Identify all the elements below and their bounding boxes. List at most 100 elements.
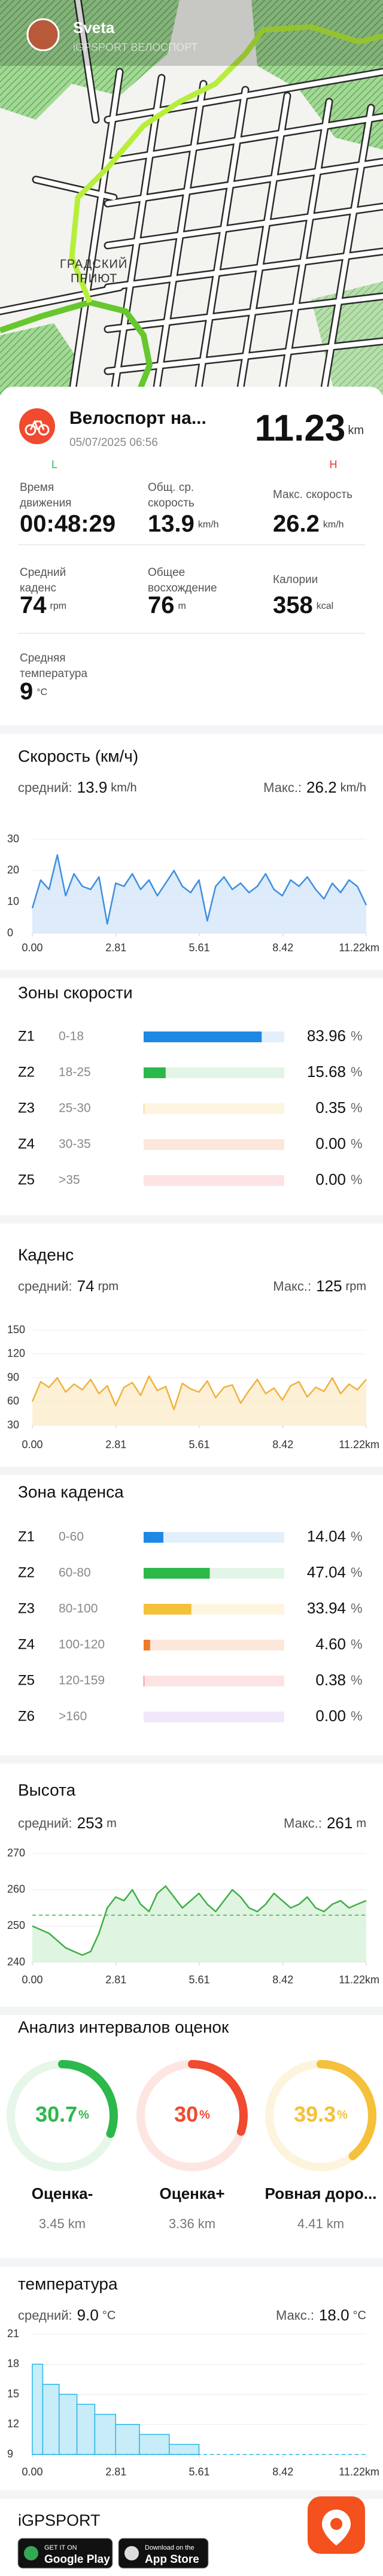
app-icon[interactable] bbox=[308, 2496, 365, 2554]
average-part: rpm bbox=[98, 1280, 118, 1293]
stat-value-part: 00:48:29 bbox=[20, 511, 115, 537]
activity-title: Велоспорт на... bbox=[69, 408, 206, 428]
x-tick-label: 8.42 bbox=[272, 1974, 293, 1986]
line bbox=[31, 1375, 367, 1410]
avatar[interactable] bbox=[26, 18, 60, 51]
zone-name: Z3 bbox=[18, 1600, 35, 1616]
store-badge-large: Google Play bbox=[44, 2553, 110, 2566]
x-tick-label: 8.42 bbox=[272, 2466, 293, 2478]
y-tick-label: 270 bbox=[7, 1847, 25, 1859]
brand: iGPSPORT bbox=[18, 2511, 101, 2529]
zone-unit: % bbox=[351, 1709, 363, 1724]
x-tick-label: 11.22km bbox=[339, 1439, 379, 1451]
zone-unit: % bbox=[351, 1136, 363, 1151]
store-badge-large: App Store bbox=[145, 2553, 199, 2566]
average: средний: 9.0 °C bbox=[18, 2306, 115, 2324]
stat-value: 9 °C bbox=[20, 678, 47, 705]
y-tick-label: 12 bbox=[7, 2418, 19, 2430]
stat-value-part: 13.9 bbox=[148, 511, 194, 537]
average-part: °C bbox=[102, 2309, 115, 2322]
route bbox=[0, 299, 153, 395]
ring-distance-part: km bbox=[198, 2216, 215, 2231]
zone-percent: 0.00 bbox=[315, 1707, 346, 1725]
section-separator bbox=[0, 2258, 383, 2266]
zone-unit: % bbox=[351, 1673, 363, 1688]
y-tick-label: 9 bbox=[7, 2448, 13, 2460]
road bbox=[111, 75, 164, 395]
average-part: средний: bbox=[18, 1816, 72, 1831]
stat-value: 76 m bbox=[148, 592, 186, 618]
zone-bar bbox=[144, 1640, 150, 1650]
section-title: Зоны скорости bbox=[18, 983, 133, 1002]
stat-label: Время bbox=[20, 481, 54, 494]
activity-date: 05/07/2025 06:56 bbox=[69, 436, 158, 449]
ring-distance: 3.36 km bbox=[169, 2216, 215, 2231]
line bbox=[32, 1885, 367, 1956]
zone-track bbox=[144, 1067, 284, 1078]
zone-track bbox=[144, 1103, 284, 1114]
maximum-part: rpm bbox=[346, 1280, 366, 1293]
store-badge[interactable] bbox=[118, 2538, 209, 2569]
average-part: средний: bbox=[18, 2308, 72, 2323]
maximum: Макс.: 26.2 km/h bbox=[263, 778, 366, 796]
average-part: 74 bbox=[77, 1277, 95, 1295]
ring-name: Оценка- bbox=[32, 2184, 93, 2202]
zone-name: Z5 bbox=[18, 1172, 35, 1188]
zone-range: 0-18 bbox=[59, 1030, 84, 1043]
maximum: Макс.: 125 rpm bbox=[273, 1277, 366, 1295]
step-bar bbox=[169, 2444, 200, 2455]
stat-value-part: 74 bbox=[20, 592, 47, 618]
y-tick-label: 15 bbox=[7, 2387, 19, 2399]
ring-percent-part: 30 bbox=[174, 2102, 198, 2126]
ring-percent-part: % bbox=[199, 2108, 210, 2122]
zone-percent: 0.35 bbox=[315, 1099, 346, 1116]
ring-distance: 4.41 km bbox=[297, 2216, 344, 2231]
y-tick-label: 30 bbox=[7, 1419, 19, 1431]
scale-label-bg bbox=[48, 457, 61, 472]
area-fill bbox=[32, 1376, 366, 1425]
maximum-part: m bbox=[356, 1817, 366, 1830]
y-tick-label: 120 bbox=[7, 1348, 25, 1360]
section-title: Скорость (км/ч) bbox=[18, 747, 138, 765]
zone-range: >160 bbox=[59, 1710, 87, 1724]
stat-label: скорость bbox=[148, 497, 194, 509]
ring-arc bbox=[265, 2060, 376, 2171]
maximum-part: 26.2 bbox=[306, 778, 337, 796]
zone-track bbox=[144, 1139, 284, 1150]
zone-percent: 47.04 bbox=[307, 1563, 346, 1581]
section-separator bbox=[0, 970, 383, 978]
zone-percent: 0.38 bbox=[315, 1671, 346, 1689]
x-tick-label: 0.00 bbox=[22, 1974, 42, 1986]
zone-name: Z1 bbox=[18, 1528, 35, 1545]
x-tick-label: 2.81 bbox=[105, 1439, 126, 1451]
stat-label: Общее bbox=[148, 566, 185, 579]
road bbox=[105, 114, 383, 164]
step-bar bbox=[115, 2424, 140, 2455]
road bbox=[105, 159, 383, 206]
zone-name: Z2 bbox=[18, 1564, 35, 1580]
ring-percent-part: 39.3 bbox=[294, 2102, 336, 2126]
section-title: Высота bbox=[18, 1780, 76, 1799]
road bbox=[105, 294, 383, 332]
ring-arc bbox=[7, 2060, 118, 2171]
activity-distance: 11.23 km bbox=[255, 408, 364, 449]
road bbox=[279, 99, 332, 395]
maximum-part: km/h bbox=[341, 781, 366, 794]
zone-bar bbox=[144, 1568, 210, 1579]
stat-value-part: 358 bbox=[273, 592, 313, 618]
average: средний: 253 m bbox=[18, 1814, 117, 1832]
zone-name: Z5 bbox=[18, 1672, 35, 1688]
ring-percent-part: % bbox=[337, 2108, 348, 2122]
x-tick-label: 5.61 bbox=[189, 1439, 209, 1451]
store-badge[interactable] bbox=[17, 2538, 113, 2569]
stat-label: каденс bbox=[20, 582, 56, 594]
section-title: Зона каденса bbox=[18, 1482, 124, 1501]
maximum-part: °C bbox=[353, 2309, 366, 2322]
x-tick-label: 11.22km bbox=[339, 1974, 379, 1986]
y-tick-label: 10 bbox=[7, 895, 19, 907]
zone-percent: 0.00 bbox=[315, 1134, 346, 1152]
scale-high: H bbox=[330, 459, 338, 471]
ring-percent: 30% bbox=[174, 2102, 210, 2126]
map: Sveta iGPSPORT ВЕЛОСПОРТ ГРАДСКИЙ ПРИЮТ bbox=[0, 0, 383, 395]
y-tick-label: 260 bbox=[7, 1883, 25, 1895]
